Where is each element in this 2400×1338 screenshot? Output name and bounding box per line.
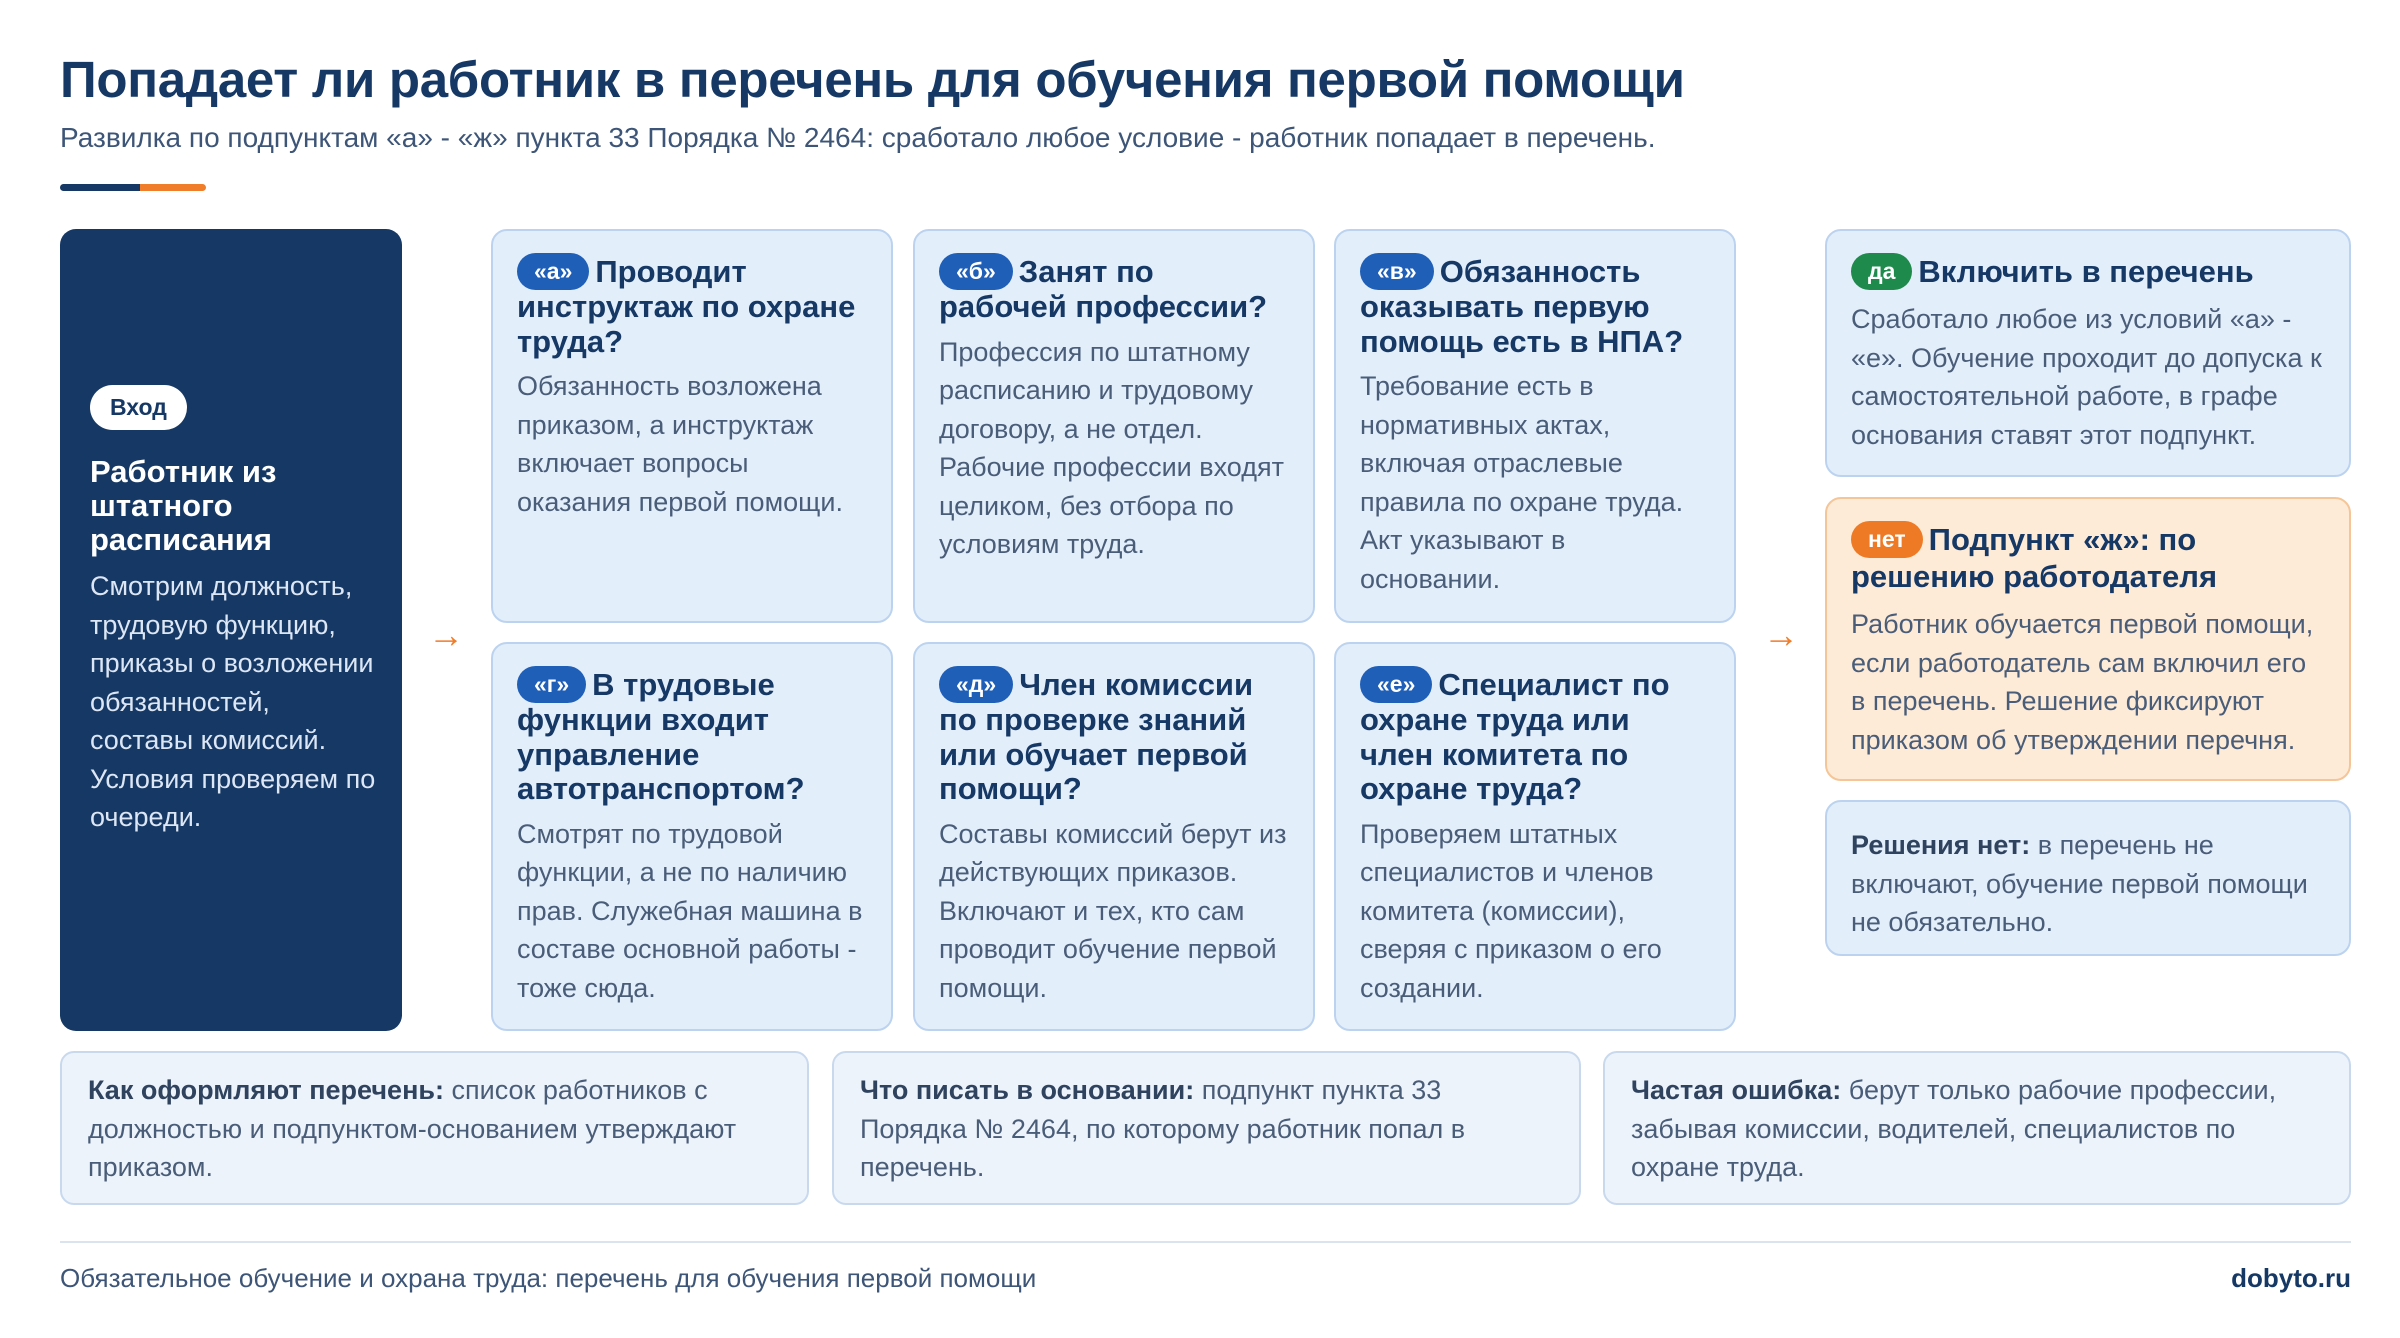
condition-text: Профессия по штатному расписанию и трудо… <box>939 336 1284 560</box>
condition-question: Занят по рабочей профессии? <box>939 254 1268 324</box>
condition-title: «б» Занят по рабочей профессии? <box>939 253 1289 325</box>
result-pill-yes: да <box>1851 253 1913 290</box>
arrow-right-icon: → <box>428 614 464 655</box>
note-lead: Что писать в основании: <box>860 1075 1195 1105</box>
result-title: нет Подпункт «ж»: по решению работодателя <box>1851 521 2325 595</box>
result-title: да Включить в перечень <box>1851 253 2325 290</box>
condition-title: «а» Проводит инструктаж по охране труда? <box>517 253 867 359</box>
result-card-no: нет Подпункт «ж»: по решению работодателя… <box>1825 497 2351 781</box>
condition-letter-badge: «г» <box>517 666 587 703</box>
condition-title: «е» Специалист по охране труда или член к… <box>1360 666 1710 807</box>
condition-card-e: «е» Специалист по охране труда или член к… <box>1334 642 1736 1031</box>
result-card-none: Решения нет: в перечень не включают, обу… <box>1825 800 2351 956</box>
result-text: Решения нет: в перечень не включают, обу… <box>1851 826 2325 942</box>
condition-text: Обязанность возложена приказом, а инстру… <box>517 371 843 517</box>
footer-divider <box>60 1241 2351 1243</box>
condition-letter-badge: «д» <box>939 666 1014 703</box>
page-title: Попадает ли работник в перечень для обуч… <box>60 51 1685 108</box>
note-lead: Как оформляют перечень: <box>88 1075 444 1105</box>
condition-title: «д» Член комиссии по проверке знаний или … <box>939 666 1289 807</box>
condition-title: «в» Обязанность оказывать первую помощь е… <box>1360 253 1710 359</box>
entry-card: Вход Работник из штатного расписания Смо… <box>60 229 402 1031</box>
condition-card-v: «в» Обязанность оказывать первую помощь е… <box>1334 229 1736 623</box>
condition-text: Составы комиссий берут из действующих пр… <box>939 818 1287 1003</box>
condition-card-g: «г» В трудовые функции входит управление … <box>491 642 893 1031</box>
result-heading: Включить в перечень <box>1918 254 2254 289</box>
note-card-basis: Что писать в основании: подпункт пункта … <box>832 1051 1581 1205</box>
note-lead: Частая ошибка: <box>1631 1075 1842 1105</box>
entry-badge: Вход <box>90 385 187 430</box>
condition-text: Смотрят по трудовой функции, а не по нал… <box>517 818 863 1003</box>
condition-letter-badge: «е» <box>1360 666 1433 703</box>
condition-question: Проводит инструктаж по охране труда? <box>517 254 856 359</box>
condition-letter-badge: «б» <box>939 253 1013 290</box>
footer-site: dobyto.ru <box>2231 1263 2351 1293</box>
entry-text: Смотрим должность, трудовую функцию, при… <box>90 571 376 832</box>
condition-text: Требование есть в нормативных актах, вкл… <box>1360 371 1684 594</box>
footer-caption: Обязательное обучение и охрана труда: пе… <box>60 1263 1037 1293</box>
result-heading: Подпункт «ж»: по решению работодателя <box>1851 522 2218 594</box>
entry-title: Работник из штатного расписания <box>90 454 277 557</box>
note-text: подпункт пункта 33 Порядка № 2464, по ко… <box>860 1075 1466 1182</box>
condition-question: В трудовые функции входит управление авт… <box>517 667 805 806</box>
condition-card-b: «б» Занят по рабочей профессии? Профессия… <box>913 229 1315 623</box>
note-card-mistake: Частая ошибка: берут только рабочие проф… <box>1603 1051 2351 1205</box>
note-text: берут только рабочие профессии, забывая … <box>1631 1075 2277 1182</box>
result-text: Сработало любое из условий «а» - «е». Об… <box>1851 304 2322 450</box>
condition-card-a: «а» Проводит инструктаж по охране труда? … <box>491 229 893 623</box>
condition-question: Специалист по охране труда или член коми… <box>1360 667 1670 806</box>
condition-letter-badge: «в» <box>1360 253 1434 290</box>
result-body: в перечень не включают, обучение первой … <box>1851 830 2308 937</box>
condition-text: Проверяем штатных специалистов и членов … <box>1360 818 1662 1003</box>
condition-question: Обязанность оказывать первую помощь есть… <box>1360 254 1684 359</box>
condition-question: Член комиссии по проверке знаний или обу… <box>939 667 1254 806</box>
result-pill-no: нет <box>1851 521 1923 558</box>
condition-card-d: «д» Член комиссии по проверке знаний или … <box>913 642 1315 1031</box>
note-card-registration: Как оформляют перечень: список работнико… <box>60 1051 809 1205</box>
result-lead: Решения нет: <box>1851 830 2031 860</box>
accent-bar <box>60 184 206 191</box>
condition-letter-badge: «а» <box>517 253 590 290</box>
result-text: Работник обучается первой помощи, если р… <box>1851 609 2314 755</box>
arrow-right-icon: → <box>1763 614 1799 655</box>
note-text: список работников с должностью и подпунк… <box>88 1075 737 1182</box>
result-card-yes: да Включить в перечень Сработало любое из… <box>1825 229 2351 477</box>
page-subtitle: Развилка по подпунктам «а» - «ж» пункта … <box>60 122 1656 153</box>
condition-title: «г» В трудовые функции входит управление … <box>517 666 867 807</box>
